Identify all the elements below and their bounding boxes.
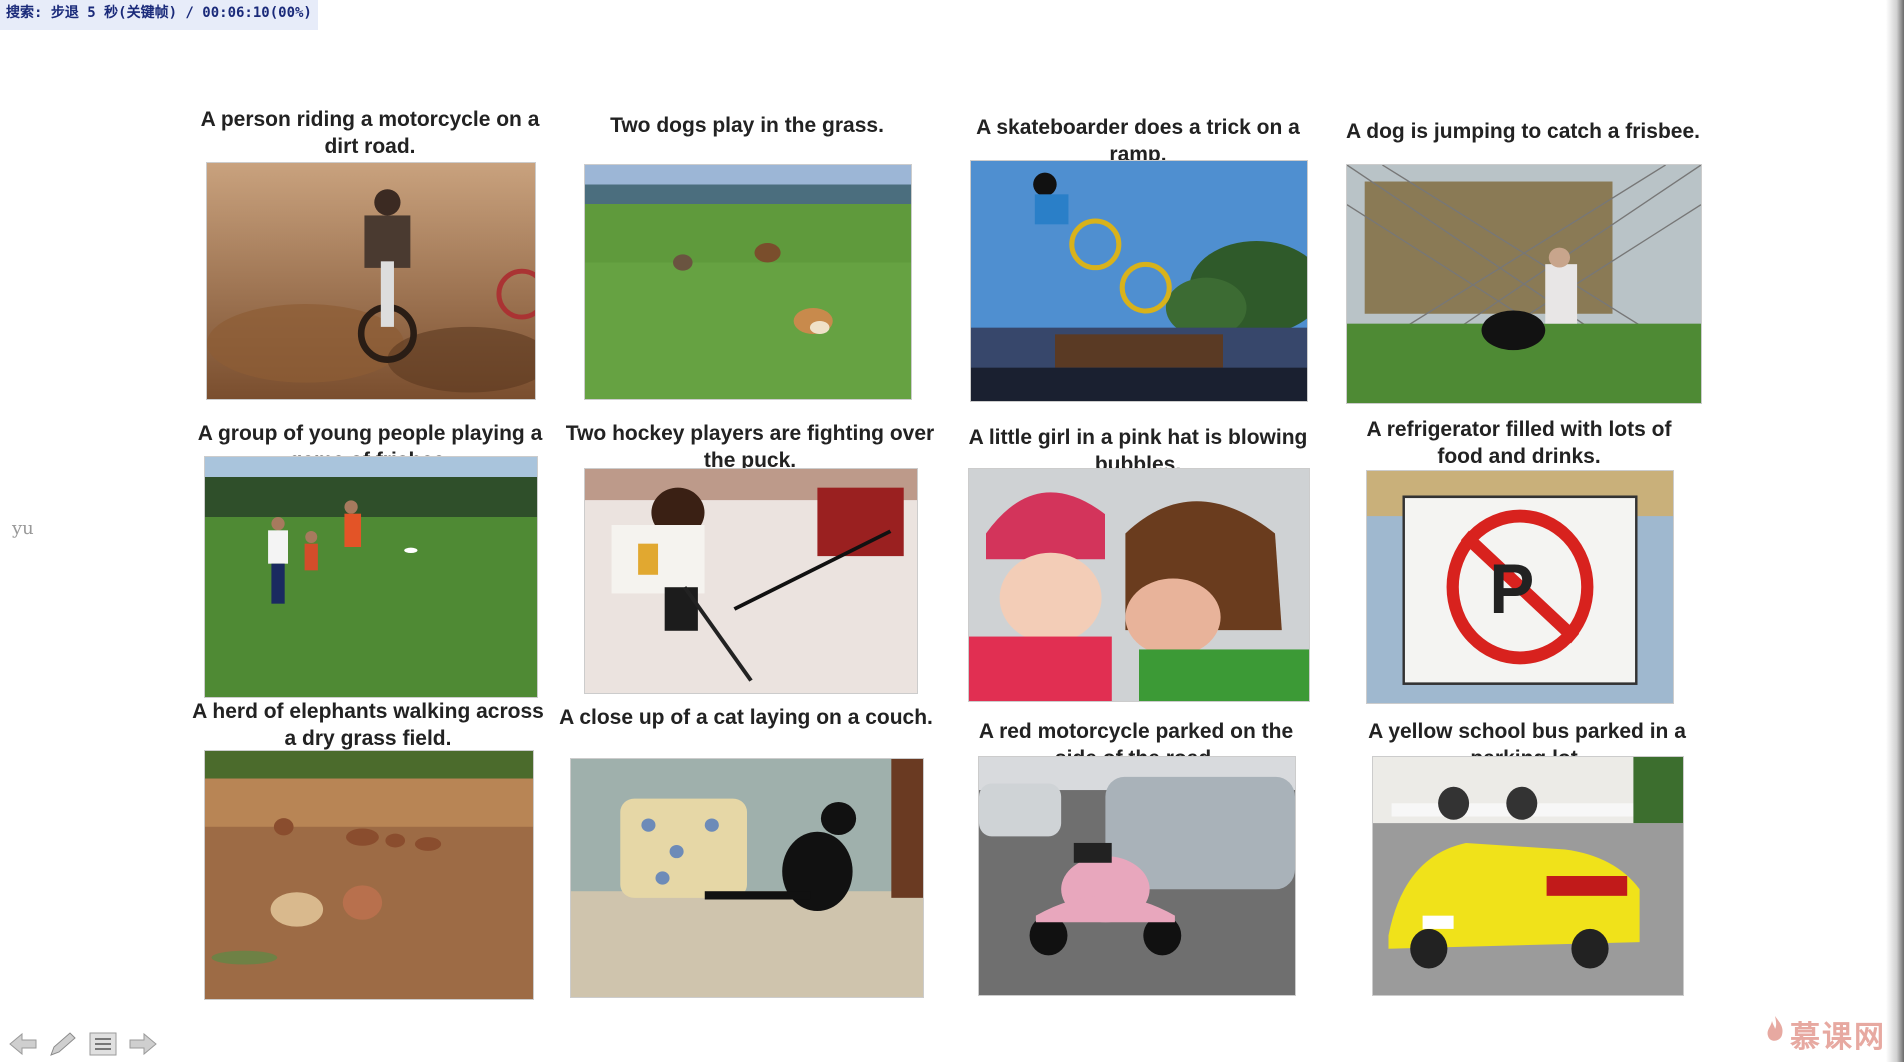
presentation-toolbar — [6, 1028, 160, 1060]
motocross-photo — [206, 162, 536, 400]
scooter-photo — [978, 756, 1296, 996]
player-status-bar: 搜索: 步退 5 秒(关键帧) / 00:06:10(00%) — [0, 0, 318, 30]
dogs-grass-photo — [584, 164, 912, 400]
caption: A person riding a motorcycle on a dirt r… — [200, 108, 540, 158]
brand-text: 慕课网 — [1790, 1020, 1886, 1055]
hockey-photo — [584, 468, 918, 694]
frisbee-group-photo — [204, 456, 538, 698]
brand-logo: 慕课网 — [1764, 1012, 1886, 1056]
yellow-car-photo — [1372, 756, 1684, 996]
side-text: yu — [12, 518, 34, 539]
caption: A dog is jumping to catch a frisbee. — [1346, 120, 1700, 143]
bmx-ramp-photo — [970, 160, 1308, 402]
svg-text:P: P — [1489, 548, 1534, 628]
sign-photo: P — [1366, 470, 1674, 704]
caption: A close up of a cat laying on a couch. — [559, 706, 933, 729]
kids-photo — [968, 468, 1310, 702]
status-text: 搜索: 步退 5 秒(关键帧) / 00:06:10(00%) — [6, 5, 312, 21]
menu-icon[interactable] — [86, 1029, 120, 1059]
caption: Two hockey players are fighting over the… — [565, 422, 935, 472]
pen-icon[interactable] — [46, 1029, 80, 1059]
arrow-left-icon[interactable] — [6, 1029, 40, 1059]
flame-icon — [1764, 1015, 1786, 1053]
elephants-photo — [204, 750, 534, 1000]
caption: A refrigerator filled with lots of food … — [1366, 418, 1672, 468]
arrow-right-icon[interactable] — [126, 1029, 160, 1059]
window-edge — [1886, 0, 1904, 1062]
caption: A herd of elephants walking across a dry… — [192, 700, 544, 750]
cat-couch-photo — [570, 758, 924, 998]
caption: Two dogs play in the grass. — [610, 114, 884, 137]
dog-frisbee-photo — [1346, 164, 1702, 404]
